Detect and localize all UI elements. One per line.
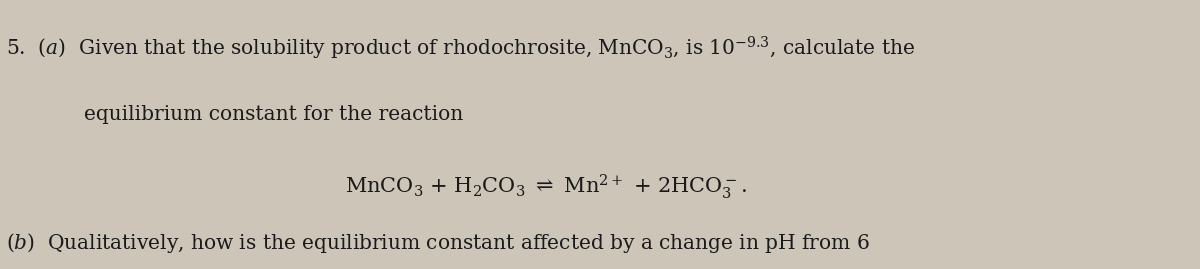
Text: MnCO$_3$ + H$_2$CO$_3$ $\rightleftharpoons$ Mn$^{2+}$ + 2HCO$_3^-$.: MnCO$_3$ + H$_2$CO$_3$ $\rightleftharpoo…: [344, 172, 748, 201]
Text: equilibrium constant for the reaction: equilibrium constant for the reaction: [84, 105, 463, 124]
Text: 5.  $(a)$  Given that the solubility product of rhodochrosite, MnCO$_3$, is $10^: 5. $(a)$ Given that the solubility produ…: [6, 35, 914, 62]
Text: $(b)$  Qualitatively, how is the equilibrium constant affected by a change in pH: $(b)$ Qualitatively, how is the equilibr…: [6, 231, 870, 255]
